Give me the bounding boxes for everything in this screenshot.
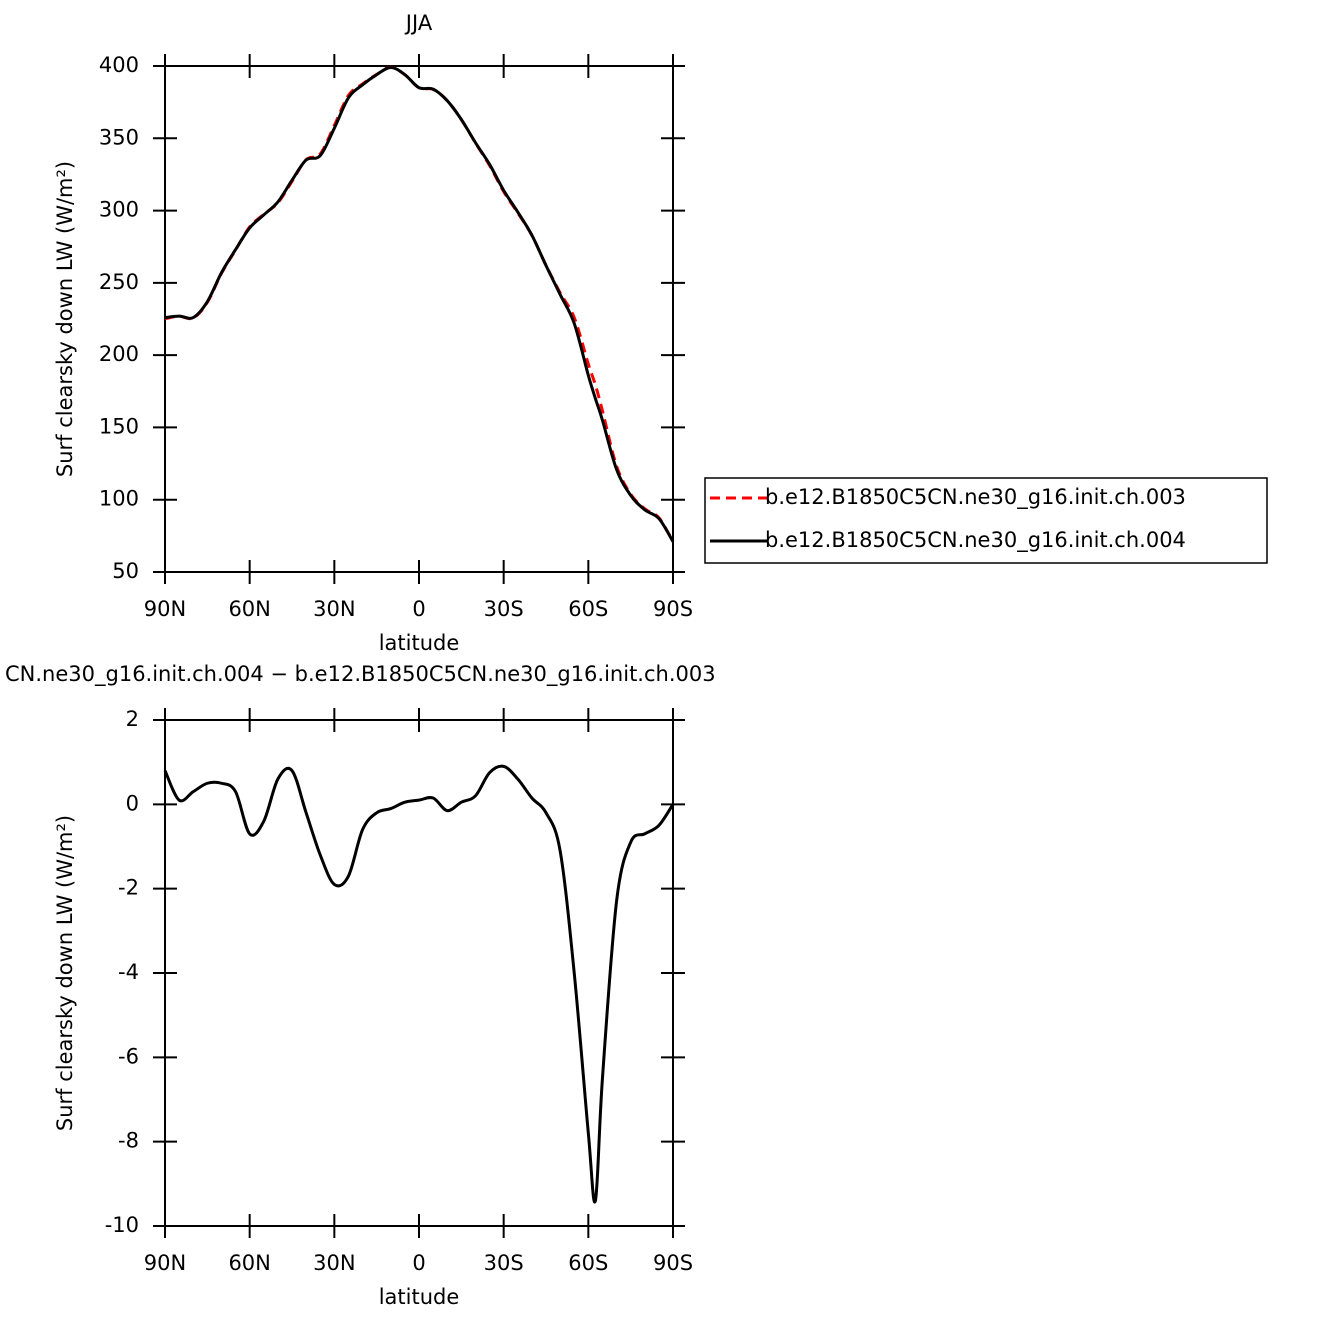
x-tick-label: 90S bbox=[653, 597, 693, 621]
x-tick-label: 90N bbox=[144, 1251, 186, 1275]
x-tick-label: 0 bbox=[412, 597, 425, 621]
data-line bbox=[164, 65, 675, 543]
x-tick-label: 30S bbox=[484, 597, 524, 621]
legend-label: b.e12.B1850C5CN.ne30_g16.init.ch.004 bbox=[765, 528, 1186, 553]
y-tick-label: -10 bbox=[105, 1213, 139, 1237]
x-tick-label: 60N bbox=[228, 597, 270, 621]
chart-title: CN.ne30_g16.init.ch.004 − b.e12.B1850C5C… bbox=[5, 662, 716, 687]
x-tick-label: 60S bbox=[568, 1251, 608, 1275]
x-tick-label: 90S bbox=[653, 1251, 693, 1275]
y-tick-label: 2 bbox=[126, 707, 139, 731]
x-tick-label: 90N bbox=[144, 597, 186, 621]
legend-label: b.e12.B1850C5CN.ne30_g16.init.ch.003 bbox=[765, 485, 1186, 510]
y-tick-label: -2 bbox=[118, 876, 139, 900]
y-tick-label: 50 bbox=[112, 559, 139, 583]
plot-frame bbox=[164, 65, 674, 573]
y-tick-label: 100 bbox=[99, 487, 139, 511]
y-tick-label: -8 bbox=[118, 1129, 139, 1153]
x-tick-label: 30N bbox=[313, 597, 355, 621]
chart-title: JJA bbox=[404, 11, 433, 35]
y-tick-label: 150 bbox=[99, 414, 139, 438]
y-tick-label: 0 bbox=[126, 791, 139, 815]
y-axis-label: Surf clearsky down LW (W/m²) bbox=[53, 815, 77, 1131]
y-tick-label: 250 bbox=[99, 270, 139, 294]
x-axis-label: latitude bbox=[379, 1285, 460, 1309]
y-tick-label: 200 bbox=[99, 342, 139, 366]
x-tick-label: 30N bbox=[313, 1251, 355, 1275]
data-line bbox=[164, 65, 675, 543]
x-tick-label: 0 bbox=[412, 1251, 425, 1275]
x-tick-label: 60S bbox=[568, 597, 608, 621]
y-axis-label: Surf clearsky down LW (W/m²) bbox=[53, 161, 77, 477]
x-axis-label: latitude bbox=[379, 631, 460, 655]
y-tick-label: 350 bbox=[99, 125, 139, 149]
y-tick-label: -4 bbox=[118, 960, 139, 984]
data-line bbox=[163, 764, 675, 1204]
y-tick-label: -6 bbox=[118, 1044, 139, 1068]
x-tick-label: 60N bbox=[228, 1251, 270, 1275]
y-tick-label: 400 bbox=[99, 53, 139, 77]
y-tick-label: 300 bbox=[99, 198, 139, 222]
plot-frame bbox=[164, 719, 674, 1227]
legend-box bbox=[704, 477, 1268, 564]
x-tick-label: 30S bbox=[484, 1251, 524, 1275]
